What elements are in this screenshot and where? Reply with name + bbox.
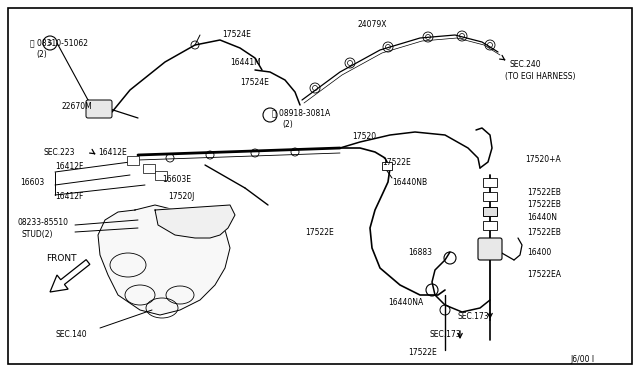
Text: 22670M: 22670M — [62, 102, 93, 111]
Text: 16441M: 16441M — [230, 58, 260, 67]
Text: 16440NB: 16440NB — [392, 178, 427, 187]
FancyBboxPatch shape — [143, 164, 155, 173]
Text: SEC.173: SEC.173 — [430, 330, 461, 339]
Text: 17522EB: 17522EB — [527, 188, 561, 197]
Text: 16603: 16603 — [20, 178, 44, 187]
FancyBboxPatch shape — [382, 162, 392, 170]
Text: 16883: 16883 — [408, 248, 432, 257]
Text: SEC.140: SEC.140 — [55, 330, 86, 339]
Text: 17520: 17520 — [352, 132, 376, 141]
FancyBboxPatch shape — [127, 156, 139, 165]
FancyBboxPatch shape — [478, 238, 502, 260]
Text: J6/00 I: J6/00 I — [570, 355, 594, 364]
Text: SEC.240: SEC.240 — [510, 60, 541, 69]
Text: 17522E: 17522E — [305, 228, 333, 237]
Text: 17522E: 17522E — [408, 348, 436, 357]
Text: 17522EB: 17522EB — [527, 228, 561, 237]
Text: S: S — [48, 40, 52, 46]
FancyBboxPatch shape — [483, 207, 497, 216]
Text: STUD(2): STUD(2) — [22, 230, 54, 239]
FancyBboxPatch shape — [483, 221, 497, 230]
Text: (2): (2) — [282, 120, 292, 129]
FancyBboxPatch shape — [483, 192, 497, 201]
Text: 17522EA: 17522EA — [527, 270, 561, 279]
Text: SEC.173: SEC.173 — [458, 312, 490, 321]
FancyBboxPatch shape — [86, 100, 112, 118]
Text: 24079X: 24079X — [358, 20, 387, 29]
Text: Ⓝ 08918-3081A: Ⓝ 08918-3081A — [272, 108, 330, 117]
Text: 16412F: 16412F — [55, 162, 83, 171]
Text: 17522EB: 17522EB — [527, 200, 561, 209]
Text: 17520J: 17520J — [168, 192, 195, 201]
Text: 17524E: 17524E — [222, 30, 251, 39]
FancyBboxPatch shape — [483, 178, 497, 187]
Text: 17522E: 17522E — [382, 158, 411, 167]
Polygon shape — [155, 205, 235, 238]
FancyBboxPatch shape — [155, 171, 167, 180]
Text: 16412F: 16412F — [55, 192, 83, 201]
Text: 16603E: 16603E — [162, 175, 191, 184]
Text: (TO EGI HARNESS): (TO EGI HARNESS) — [505, 72, 575, 81]
Text: 17520+A: 17520+A — [525, 155, 561, 164]
Text: 16412E: 16412E — [98, 148, 127, 157]
Text: 16440N: 16440N — [527, 213, 557, 222]
Text: 16440NA: 16440NA — [388, 298, 423, 307]
Text: (2): (2) — [36, 50, 47, 59]
Polygon shape — [98, 205, 230, 315]
Text: Ⓜ 08310-51062: Ⓜ 08310-51062 — [30, 38, 88, 47]
Text: 16400: 16400 — [527, 248, 551, 257]
Text: N: N — [268, 112, 273, 118]
Circle shape — [263, 108, 277, 122]
FancyArrow shape — [50, 260, 90, 292]
Text: 08233-85510: 08233-85510 — [18, 218, 69, 227]
Text: 17524E: 17524E — [240, 78, 269, 87]
Text: FRONT: FRONT — [46, 254, 77, 263]
Text: SEC.223: SEC.223 — [44, 148, 76, 157]
